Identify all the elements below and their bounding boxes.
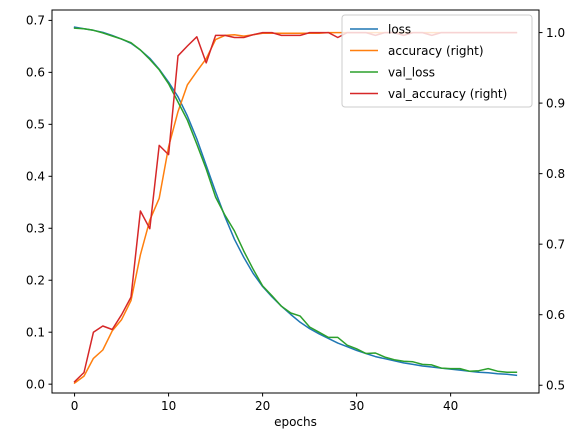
legend-box [341,14,533,108]
y-tick-label-left: 0.3 [26,222,45,236]
x-tick-label: 0 [71,399,79,413]
x-axis-label: epochs [274,415,317,429]
y-tick-label-left: 0.1 [26,325,45,339]
y-tick-label-left: 0.4 [26,170,45,184]
y-tick-label-right: 0.9 [546,96,565,110]
y-tick-label-right: 0.8 [546,167,565,181]
legend-label: accuracy (right) [388,44,484,58]
y-tick-label-right: 0.5 [546,379,565,393]
y-tick-label-right: 1.0 [546,26,565,40]
y-tick-label-left: 0.7 [26,14,45,28]
plot-frame [51,9,540,394]
x-tick-label: 10 [161,399,176,413]
legend-label: loss [388,22,411,36]
legend-label: val_loss [388,65,435,79]
y-tick-label-left: 0.5 [26,118,45,132]
y-tick-label-right: 0.6 [546,308,565,322]
y-tick-label-left: 0.0 [26,377,45,391]
y-tick-label-left: 0.2 [26,274,45,288]
legend-label: val_accuracy (right) [388,87,507,101]
series-line-val-loss [73,27,518,373]
x-tick-label: 40 [443,399,458,413]
x-tick-label: 30 [349,399,364,413]
y-tick-label-left: 0.6 [26,66,45,80]
y-tick-label-right: 0.7 [546,237,565,251]
x-tick-label: 20 [255,399,270,413]
